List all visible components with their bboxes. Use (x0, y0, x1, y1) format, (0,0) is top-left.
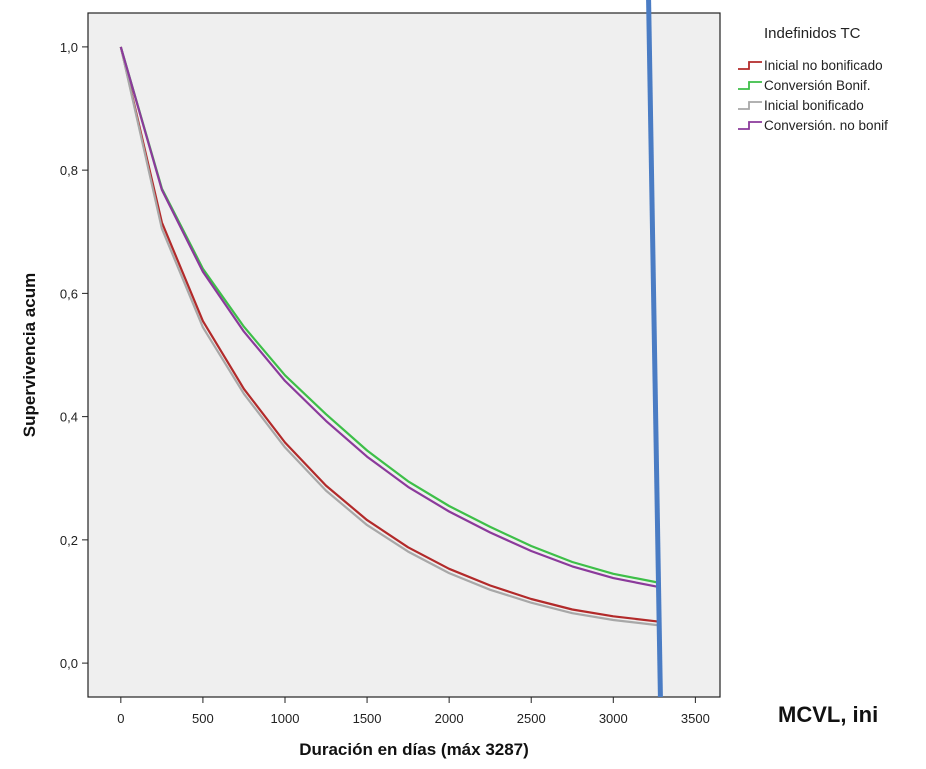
legend-label: Conversión Bonif. (764, 78, 871, 93)
x-tick-label: 1500 (353, 711, 382, 726)
legend-title: Indefinidos TC (764, 25, 861, 42)
y-axis-label: Supervivencia acum (20, 273, 39, 437)
y-axis: 0,0 0,2 0,4 0,6 0,8 1,0 (60, 40, 88, 671)
plot-area (87, 12, 721, 698)
series-line-inicial-bonificado (119, 46, 661, 627)
legend-label: Inicial bonificado (764, 98, 864, 113)
y-tick-label: 0,4 (60, 410, 78, 425)
legend: Indefinidos TC Inicial no bonificado Conv… (738, 25, 888, 133)
overlay-layer (646, 0, 663, 698)
x-tick-label: 3500 (681, 711, 710, 726)
x-axis: 0 500 1000 1500 2000 2500 3000 3500 (117, 697, 710, 726)
legend-swatch (738, 101, 762, 110)
series-layer (119, 46, 661, 627)
x-axis-label: Duración en días (máx 3287) (299, 740, 529, 759)
y-tick-label: 0,2 (60, 533, 78, 548)
legend-swatch (738, 61, 762, 70)
series-line-inicial-no-bonificado (119, 46, 661, 623)
x-tick-label: 2500 (517, 711, 546, 726)
series-line-conversi-n-bonif- (119, 46, 661, 585)
overlay-line (646, 0, 663, 698)
y-tick-label: 0,6 (60, 286, 78, 301)
y-tick-label: 0,8 (60, 163, 78, 178)
y-tick-label: 1,0 (60, 40, 78, 55)
legend-label: Inicial no bonificado (764, 58, 883, 73)
corner-note: MCVL, ini (778, 702, 879, 727)
y-tick-label: 0,0 (60, 656, 78, 671)
x-tick-label: 3000 (599, 711, 628, 726)
x-tick-label: 0 (117, 711, 124, 726)
legend-swatch (738, 121, 762, 130)
x-tick-label: 2000 (435, 711, 464, 726)
legend-swatch (738, 81, 762, 90)
x-tick-label: 1000 (271, 711, 300, 726)
series-line-conversi-n-no-bonif (119, 46, 661, 589)
legend-label: Conversión. no bonif (764, 118, 888, 133)
x-tick-label: 500 (192, 711, 214, 726)
